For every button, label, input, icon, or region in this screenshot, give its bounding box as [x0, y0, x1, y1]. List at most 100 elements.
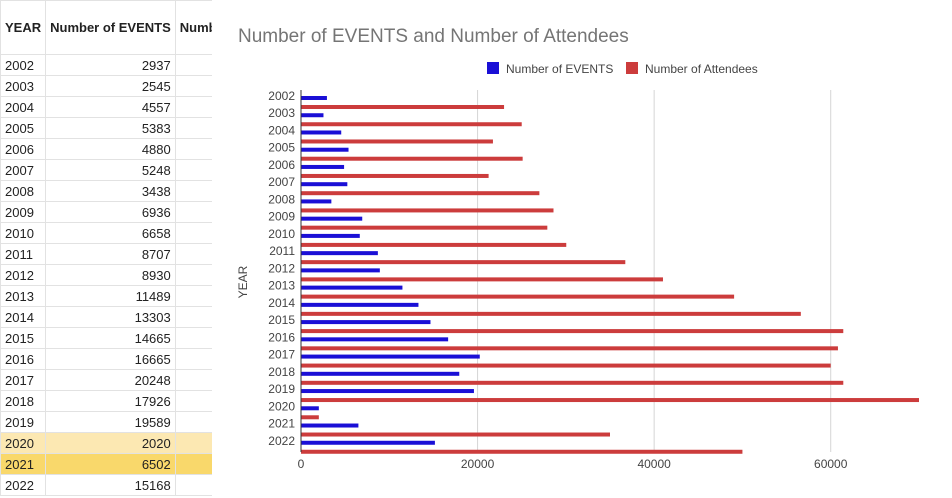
attendees-bar[interactable] — [301, 105, 505, 109]
attendees-bar[interactable] — [301, 363, 831, 368]
events-bar[interactable] — [301, 233, 360, 238]
table-cell[interactable]: 2937 — [45, 54, 176, 76]
table-cell[interactable]: 19589 — [45, 411, 176, 433]
table-cell[interactable]: 2020 — [0, 432, 47, 454]
table-cell[interactable]: 2017 — [0, 369, 47, 391]
y-tick-label: 2015 — [268, 313, 295, 327]
y-tick-label: 2004 — [268, 123, 295, 137]
y-axis-label: YEAR — [236, 265, 250, 298]
table-cell[interactable]: 2022 — [0, 474, 47, 496]
attendees-bar[interactable] — [301, 449, 743, 454]
events-bar[interactable] — [301, 251, 378, 256]
table-cell[interactable]: 11489 — [45, 285, 176, 307]
events-bar[interactable] — [301, 371, 460, 376]
table-cell[interactable]: 2015 — [0, 327, 47, 349]
table-cell[interactable]: 2002 — [0, 54, 47, 76]
table-cell[interactable]: 2013 — [0, 285, 47, 307]
table-cell[interactable]: 2019 — [0, 411, 47, 433]
events-bar[interactable] — [301, 354, 480, 359]
events-bar[interactable] — [301, 199, 332, 204]
table-cell[interactable]: 2020 — [45, 432, 176, 454]
table-cell[interactable]: 2014 — [0, 306, 47, 328]
events-bar[interactable] — [301, 216, 363, 221]
attendees-bar[interactable] — [301, 311, 801, 316]
table-cell[interactable]: 13303 — [45, 306, 176, 328]
table-cell[interactable]: 2003 — [0, 75, 47, 97]
table-cell[interactable]: 3438 — [45, 180, 176, 202]
attendees-bar[interactable] — [301, 432, 610, 437]
events-bar[interactable] — [301, 113, 324, 118]
table-cell[interactable]: 8707 — [45, 243, 176, 265]
table-cell[interactable]: 2545 — [45, 75, 176, 97]
table-cell[interactable]: 2010 — [0, 222, 47, 244]
attendees-bar[interactable] — [301, 398, 919, 403]
table-cell[interactable]: 14665 — [45, 327, 176, 349]
table-cell[interactable]: 2005 — [0, 117, 47, 139]
events-bar[interactable] — [301, 337, 449, 342]
table-cell[interactable]: 6658 — [45, 222, 176, 244]
table-cell[interactable]: 2009 — [0, 201, 47, 223]
events-bar[interactable] — [301, 268, 380, 273]
events-bar[interactable] — [301, 320, 431, 325]
table-cell[interactable]: 4880 — [45, 138, 176, 160]
chart-bars — [301, 96, 919, 454]
attendees-bar[interactable] — [301, 122, 522, 127]
attendees-bar[interactable] — [301, 346, 838, 351]
y-tick-label: 2012 — [268, 261, 295, 275]
table-cell[interactable]: 16665 — [45, 348, 176, 370]
table-cell[interactable]: 2006 — [0, 138, 47, 160]
attendees-bar[interactable] — [301, 380, 844, 385]
legend-swatch-attendees[interactable] — [626, 62, 638, 74]
table-cell[interactable]: 2007 — [0, 159, 47, 181]
table-cell[interactable]: 20248 — [45, 369, 176, 391]
table-cell[interactable]: 2011 — [0, 243, 47, 265]
attendees-bar[interactable] — [301, 208, 554, 213]
table-cell[interactable]: 5248 — [45, 159, 176, 181]
events-bar[interactable] — [301, 147, 349, 152]
table-cell[interactable]: 2012 — [0, 264, 47, 286]
table-cell[interactable]: 8930 — [45, 264, 176, 286]
table-cell[interactable]: 2008 — [0, 180, 47, 202]
legend-label-attendees[interactable]: Number of Attendees — [645, 62, 758, 76]
table-cell[interactable]: 15168 — [45, 474, 176, 496]
y-tick-label: 2020 — [268, 399, 295, 413]
attendees-bar[interactable] — [301, 277, 663, 282]
events-bar[interactable] — [301, 164, 345, 169]
attendees-bar[interactable] — [301, 191, 540, 196]
events-bar[interactable] — [301, 389, 474, 394]
events-bar[interactable] — [301, 96, 327, 100]
table-cell[interactable]: 2018 — [0, 390, 47, 412]
attendees-bar[interactable] — [301, 225, 548, 230]
x-tick-label: 0 — [298, 457, 305, 471]
table-cell[interactable]: 6936 — [45, 201, 176, 223]
events-bar[interactable] — [301, 182, 348, 187]
attendees-bar[interactable] — [301, 242, 567, 247]
table-header-cell[interactable]: YEAR — [0, 0, 47, 55]
table-cell[interactable]: 2016 — [0, 348, 47, 370]
attendees-bar[interactable] — [301, 139, 493, 144]
attendees-bar[interactable] — [301, 329, 844, 334]
attendees-bar[interactable] — [301, 260, 626, 265]
legend-swatch-events[interactable] — [487, 62, 499, 74]
events-bar[interactable] — [301, 302, 419, 307]
table-cell[interactable]: 17926 — [45, 390, 176, 412]
y-axis: 2002 2003 2004 2005 2006 2007 2008 2009 2010 2011… — [268, 89, 302, 452]
attendees-bar[interactable] — [301, 415, 319, 420]
table-cell[interactable]: 4557 — [45, 96, 176, 118]
legend-label-events[interactable]: Number of EVENTS — [506, 62, 613, 76]
events-bar[interactable] — [301, 440, 435, 445]
events-bar[interactable] — [301, 130, 342, 135]
y-tick-label: 2018 — [268, 365, 295, 379]
table-cell[interactable]: 2021 — [0, 453, 47, 475]
attendees-bar[interactable] — [301, 294, 735, 299]
table-cell[interactable]: 2004 — [0, 96, 47, 118]
events-bar[interactable] — [301, 406, 319, 411]
chart: Number of EVENTS and Number of Attendees… — [212, 0, 952, 498]
attendees-bar[interactable] — [301, 156, 523, 161]
events-bar[interactable] — [301, 285, 403, 290]
attendees-bar[interactable] — [301, 173, 489, 178]
events-bar[interactable] — [301, 423, 359, 428]
table-cell[interactable]: 6502 — [45, 453, 176, 475]
table-cell[interactable]: 5383 — [45, 117, 176, 139]
table-header-cell[interactable]: Number of EVENTS — [45, 0, 176, 55]
